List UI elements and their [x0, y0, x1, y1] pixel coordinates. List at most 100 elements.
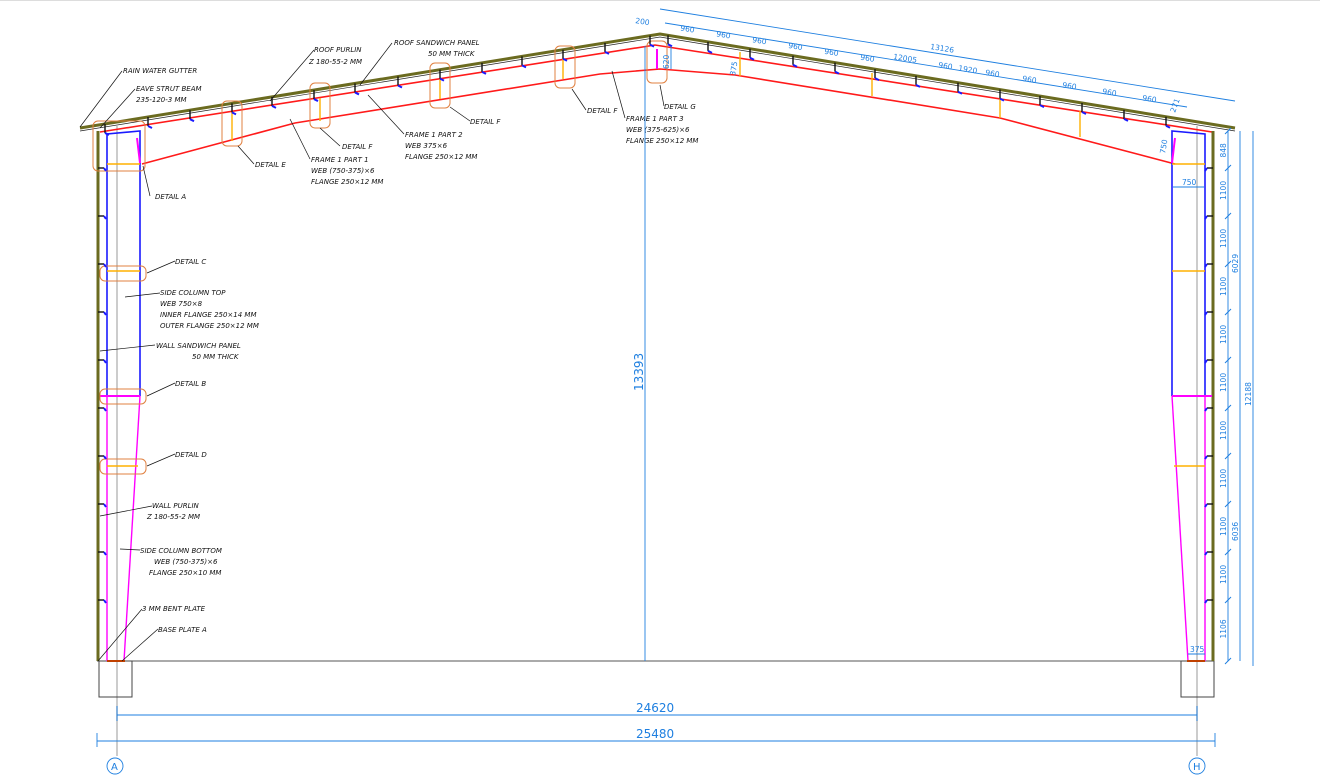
roof-purlin [749, 48, 755, 61]
left-column-top [106, 130, 141, 396]
roof-panel-edge [79, 36, 1236, 132]
wall-purlins [98, 167, 1213, 604]
label-line: WEB (375-625)×6 [626, 126, 690, 134]
label-line: FLANGE 250×12 MM [626, 137, 698, 145]
dim-roof-spacing: 1920 [958, 64, 978, 76]
stiffeners [107, 52, 1205, 467]
roof-purlin [104, 123, 110, 136]
dim-roof-spacing: 960 [1102, 87, 1118, 98]
dim-wall-spacing: 1100 [1219, 181, 1228, 200]
label-side-column-bottom: SIDE COLUMN BOTTOM WEB (750-375)×6 FLANG… [140, 547, 222, 577]
wall-purlin [98, 263, 107, 268]
wall-purlin [98, 551, 107, 556]
dim-tick [1224, 500, 1232, 508]
wall-purlin [98, 215, 107, 220]
dim-roof-spacing: 960 [860, 53, 876, 64]
roof-purlin [439, 69, 445, 82]
dim-roof-spacing: 960 [752, 35, 768, 46]
dim-tick [1224, 212, 1232, 220]
label-rain-water-gutter: RAIN WATER GUTTER [123, 67, 197, 75]
roof-purlin [189, 110, 195, 123]
label-bent-plate: 3 MM BENT PLATE [142, 605, 206, 613]
label-line: WEB 375×6 [405, 142, 448, 150]
label-wall-sandwich-panel: WALL SANDWICH PANEL [156, 342, 241, 350]
label-line: WEB (750-375)×6 [311, 167, 375, 175]
dim-apex-offset: 200 [635, 16, 651, 27]
label-detail-g: DETAIL G [664, 103, 696, 111]
dim-haunch-depth: 375 [728, 60, 739, 76]
structure [79, 32, 1236, 756]
dim-tick [1224, 260, 1232, 268]
label-eave-strut-beam: EAVE STRUT BEAM [136, 85, 202, 93]
label-roof-purlin-size: Z 180-55-2 MM [308, 58, 362, 66]
dim-eave-depth: 750 [1158, 138, 1169, 154]
dim-roof-total: 13126 [930, 42, 955, 55]
roof-purlin [481, 62, 487, 75]
dim-tick [1224, 404, 1232, 412]
wall-purlin [98, 503, 107, 508]
rafter-top-flange [99, 44, 1213, 133]
wall-purlin [1204, 407, 1213, 412]
roof-purlin [271, 96, 277, 109]
roof-purlin [1123, 109, 1129, 122]
wall-purlin [1204, 599, 1213, 604]
wall-purlin [1204, 311, 1213, 316]
dim-wall-spacing: 1100 [1219, 277, 1228, 296]
wall-purlin [98, 455, 107, 460]
label-line: FLANGE 250×12 MM [311, 178, 383, 186]
roof-purlin [667, 35, 673, 48]
label-line: WEB 750×8 [160, 300, 203, 308]
dim-wall-spacing: 1106 [1219, 619, 1228, 638]
roof-purlin [521, 56, 527, 69]
dim-eave-height: 12188 [1244, 382, 1253, 406]
roof-purlin [147, 116, 153, 129]
label-wall-purlin: WALL PURLIN [152, 502, 200, 510]
roof-purlin [562, 49, 568, 62]
label-detail-f: DETAIL F [342, 143, 373, 151]
roof-purlin [792, 55, 798, 68]
label-detail-a: DETAIL A [155, 193, 186, 201]
dim-span-inner: 24620 [636, 701, 674, 715]
right-column-bottom-inner [1171, 395, 1189, 662]
dim-roof-spacing: 960 [1062, 80, 1078, 91]
roof-purlin [957, 82, 963, 95]
grid-bubble-a[interactable]: A [111, 762, 118, 773]
roof-purlin [834, 62, 840, 75]
label-detail-f: DETAIL F [587, 107, 618, 115]
roof-purlin [313, 90, 319, 102]
label-line: FRAME 1 PART 3 [626, 115, 684, 123]
label-line: WEB (750-375)×6 [154, 558, 218, 566]
wall-purlin [98, 359, 107, 364]
dim-tick [1224, 308, 1232, 316]
wall-purlin [1204, 455, 1213, 460]
dim-tick [1224, 164, 1232, 172]
grid-bubble-h[interactable]: H [1193, 762, 1201, 773]
dim-roof-spacing: 960 [788, 41, 804, 52]
dim-roof-spacing: 960 [985, 68, 1001, 79]
label-line: INNER FLANGE 250×14 MM [160, 311, 257, 319]
dim-roof-spacing: 960 [938, 60, 954, 71]
left-footing [98, 660, 133, 698]
label-detail-b: DETAIL B [175, 380, 206, 388]
wall-purlin [1204, 359, 1213, 364]
label-line: SIDE COLUMN BOTTOM [140, 547, 222, 555]
wall-purlin [1204, 503, 1213, 508]
label-side-column-top: SIDE COLUMN TOP WEB 750×8 INNER FLANGE 2… [160, 289, 259, 330]
wall-purlin [98, 599, 107, 604]
dim-tick [1224, 596, 1232, 604]
wall-purlin [1204, 263, 1213, 268]
label-detail-f: DETAIL F [470, 118, 501, 126]
dim-roof-spacing: 960 [1142, 93, 1158, 104]
dim-wall-spacing: 1100 [1219, 229, 1228, 248]
dim-tick [1224, 548, 1232, 556]
dim-ridge-height: 13393 [632, 353, 646, 391]
bolt-lines [100, 49, 1212, 397]
roof-purlin [354, 83, 360, 96]
dim-upper-height: 6029 [1231, 254, 1240, 273]
label-roof-sandwich-panel: ROOF SANDWICH PANEL [394, 39, 480, 47]
dim-roof-spacing: 960 [824, 47, 840, 58]
roof-purlin [1039, 96, 1045, 109]
roof-purlin [1081, 102, 1087, 115]
dim-lower-height: 6036 [1231, 522, 1240, 541]
